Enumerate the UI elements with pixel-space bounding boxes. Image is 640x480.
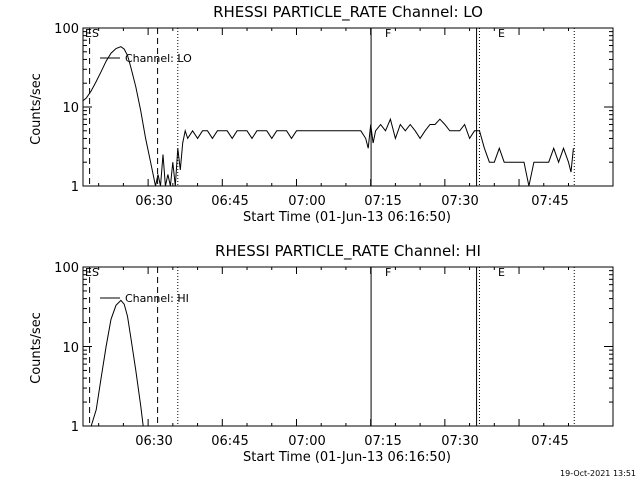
y-tick-label-hi-1: 1 <box>71 420 79 435</box>
generation-timestamp: 19-Oct-2021 13:51 <box>560 469 636 478</box>
y-tick-label-hi-100: 100 <box>54 261 79 276</box>
x-tick-label-hi-0715: 07:15 <box>364 434 401 449</box>
y-tick-label-lo-100: 100 <box>54 22 79 37</box>
x-tick-label-lo-0645: 06:45 <box>211 194 248 209</box>
x-tick-label-lo-0715: 07:15 <box>364 194 401 209</box>
x-tick-label-hi-0645: 06:45 <box>211 434 248 449</box>
marker-label-hi-f: F <box>385 266 391 279</box>
series-channel-hi <box>90 299 144 427</box>
x-tick-label-hi-0630: 06:30 <box>135 434 172 449</box>
chart-title-hi: RHESSI PARTICLE_RATE Channel: HI <box>215 242 481 261</box>
series-line-lo <box>82 46 574 187</box>
x-tick-label-hi-0730: 07:30 <box>441 434 478 449</box>
panel-lo: RHESSI PARTICLE_RATE Channel: LO Counts/… <box>29 3 614 225</box>
series-channel-lo <box>82 46 574 187</box>
x-tick-label-lo-0700: 07:00 <box>288 194 325 209</box>
x-axis-label-lo: Start Time (01-Jun-13 06:16:50) <box>243 210 451 225</box>
y-axis-label-lo: Counts/sec <box>29 73 44 145</box>
x-tick-label-lo-0630: 06:30 <box>135 194 172 209</box>
x-tick-label-hi-0745: 07:45 <box>531 434 568 449</box>
y-tick-label-lo-1: 1 <box>71 180 79 195</box>
x-axis-label-hi: Start Time (01-Jun-13 06:16:50) <box>243 450 451 465</box>
x-tick-label-lo-0730: 07:30 <box>441 194 478 209</box>
chart-title-lo: RHESSI PARTICLE_RATE Channel: LO <box>213 3 483 22</box>
marker-label-lo-f: F <box>385 27 391 40</box>
legend-label-lo: Channel: LO <box>125 52 192 65</box>
x-tick-label-lo-0745: 07:45 <box>531 194 568 209</box>
boundary-lines-lo <box>82 28 575 186</box>
marker-label-lo-es: ES <box>85 27 99 40</box>
y-tick-label-hi-10: 10 <box>62 341 79 356</box>
boundary-lines-hi <box>82 267 575 426</box>
series-line-hi <box>90 299 144 427</box>
marker-label-hi-es: ES <box>85 266 99 279</box>
y-axis-label-hi: Counts/sec <box>29 312 44 384</box>
marker-label-lo-e: E <box>498 27 505 40</box>
plot-frame-hi <box>82 266 614 427</box>
legend-label-hi: Channel: HI <box>125 292 189 305</box>
y-tick-label-lo-10: 10 <box>62 101 79 116</box>
x-tick-label-hi-0700: 07:00 <box>288 434 325 449</box>
tick-marks-lo <box>83 27 613 187</box>
marker-label-hi-e: E <box>498 266 505 279</box>
tick-marks-hi <box>83 266 613 427</box>
panel-hi: RHESSI PARTICLE_RATE Channel: HI Counts/… <box>29 242 614 465</box>
